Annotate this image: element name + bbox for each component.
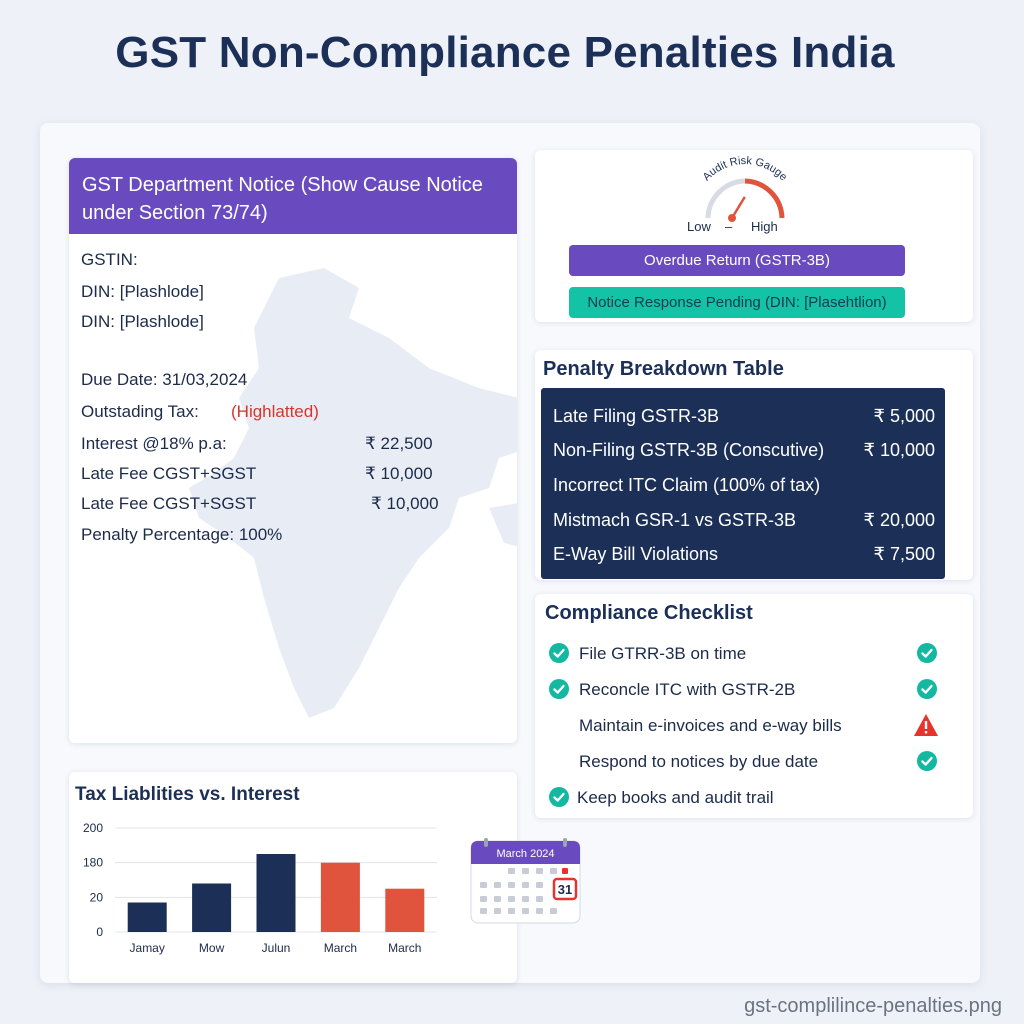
- table-row: Late Filing GSTR-3B ₹ 5,000: [553, 402, 935, 432]
- penalty-table-title: Penalty Breakdown Table: [543, 358, 784, 380]
- calendar-icon: March 2024 31: [470, 838, 581, 924]
- penalty-amount: ₹ 10,000: [863, 440, 935, 460]
- y-tick-label: 200: [83, 821, 103, 835]
- checklist-label: Respond to notices by due date: [579, 752, 819, 771]
- chart-title: Tax Liablities vs. Interest: [75, 784, 300, 805]
- outstanding-tax-label: Outstading Tax:: [81, 402, 199, 421]
- gauge-low-label: Low: [687, 219, 711, 234]
- check-circle-icon: [549, 787, 569, 807]
- table-row: Incorrect ITC Claim (100% of tax): [553, 471, 935, 501]
- y-tick-label: 20: [90, 890, 104, 904]
- penalty-label: Incorrect ITC Claim (100% of tax): [553, 475, 821, 495]
- overdue-return-status[interactable]: Overdue Return (GSTR-3B): [569, 245, 905, 276]
- outstanding-tax-value: (Highlatted): [231, 402, 319, 421]
- gauge-high-label: High: [751, 219, 778, 234]
- notice-header: GST Department Notice (Show Cause Notice…: [69, 158, 517, 234]
- tax-liability-chart-card: Tax Liablities vs. Interest 0 20 180 200 Jam…: [69, 772, 517, 983]
- checklist-label: Reconcle ITC with GSTR-2B: [579, 680, 796, 699]
- gauge-title: Audit Risk Gauge: [701, 156, 790, 183]
- bar: [192, 883, 232, 932]
- bar: [385, 888, 425, 932]
- penalty-breakdown-card: Penalty Breakdown Table Late Filing GSTR…: [535, 350, 973, 580]
- compliance-checklist-card: Compliance Checklist File GTRR-3B on tim…: [535, 594, 973, 818]
- check-circle-icon: [549, 643, 569, 663]
- warning-icon: [914, 714, 938, 736]
- check-circle-icon: [917, 751, 937, 771]
- checklist-item[interactable]: Respond to notices by due date: [547, 748, 959, 776]
- checklist-title: Compliance Checklist: [545, 602, 753, 624]
- notice-card: GST Department Notice (Show Cause Notice…: [69, 158, 517, 743]
- checklist-item[interactable]: Keep books and audit trail: [547, 784, 959, 812]
- bar: [320, 862, 360, 932]
- penalty-percentage: Penalty Percentage: 100%: [81, 525, 283, 544]
- table-row: Mistmach GSR-1 vs GSTR-3B ₹ 20,000: [553, 506, 935, 536]
- bar-chart: 0 20 180 200 Jamay Mow Julun March March: [83, 821, 437, 955]
- checklist-label: Maintain e-invoices and e-way bills: [579, 716, 842, 735]
- interest-label: Interest @18% p.a:: [81, 434, 227, 453]
- filename-caption: gst-complilince-penalties.png: [744, 995, 1002, 1017]
- din-field: DIN: [Plashlode]: [81, 282, 204, 301]
- gauge-needle: [730, 196, 746, 219]
- late-fee-value: ₹ 10,000: [371, 494, 439, 513]
- interest-value: ₹ 22,500: [365, 434, 433, 453]
- bar: [127, 902, 167, 932]
- checklist-item[interactable]: Maintain e-invoices and e-way bills: [547, 712, 959, 740]
- penalty-amount: ₹ 7,500: [873, 544, 936, 564]
- calendar-day: 31: [558, 882, 572, 897]
- audit-risk-gauge: Audit Risk Gauge: [701, 156, 790, 222]
- x-tick-label: March: [324, 941, 357, 955]
- x-tick-label: Jamay: [130, 941, 165, 955]
- calendar-month: March 2024: [496, 848, 554, 860]
- y-tick-label: 0: [96, 925, 103, 939]
- table-row: E-Way Bill Violations ₹ 7,500: [553, 540, 935, 570]
- check-circle-icon: [549, 679, 569, 699]
- gauge-hub: [728, 214, 736, 222]
- penalty-label: E-Way Bill Violations: [553, 544, 719, 564]
- x-tick-label: Mow: [199, 941, 225, 955]
- x-tick-label: Julun: [262, 941, 291, 955]
- gauge-dash: –: [725, 219, 733, 234]
- checklist-item[interactable]: File GTRR-3B on time: [547, 640, 959, 668]
- penalty-label: Late Filing GSTR-3B: [553, 406, 720, 426]
- due-date: Due Date: 31/03,2024: [81, 370, 248, 389]
- late-fee-label: Late Fee CGST+SGST: [81, 494, 257, 513]
- notice-response-status[interactable]: Notice Response Pending (DIN: [Plasehtli…: [569, 287, 905, 318]
- penalty-label: Non-Filing GSTR-3B (Conscutive): [553, 440, 825, 460]
- bar: [256, 854, 296, 932]
- penalty-amount: ₹ 20,000: [863, 510, 935, 530]
- penalty-amount: ₹ 5,000: [873, 406, 936, 426]
- checklist-label: Keep books and audit trail: [577, 788, 774, 807]
- table-row: Non-Filing GSTR-3B (Conscutive) ₹ 10,000: [553, 436, 935, 466]
- page-title: GST Non-Compliance Penalties India: [115, 28, 895, 77]
- audit-risk-card: Audit Risk Gauge Low – High Overdue Retu…: [535, 150, 973, 322]
- din-field: DIN: [Plashlode]: [81, 312, 204, 331]
- gstin-label: GSTIN:: [81, 250, 138, 269]
- check-circle-icon: [917, 643, 937, 663]
- checklist-item[interactable]: Reconcle ITC with GSTR-2B: [547, 676, 959, 704]
- india-map-watermark: [189, 268, 517, 718]
- x-tick-label: March: [388, 941, 421, 955]
- check-circle-icon: [917, 679, 937, 699]
- checklist-label: File GTRR-3B on time: [579, 644, 747, 663]
- late-fee-value: ₹ 10,000: [365, 464, 433, 483]
- penalty-table: Late Filing GSTR-3B ₹ 5,000 Non-Filing G…: [541, 388, 945, 579]
- y-tick-label: 180: [83, 856, 103, 870]
- late-fee-label: Late Fee CGST+SGST: [81, 464, 257, 483]
- penalty-label: Mistmach GSR-1 vs GSTR-3B: [553, 510, 797, 530]
